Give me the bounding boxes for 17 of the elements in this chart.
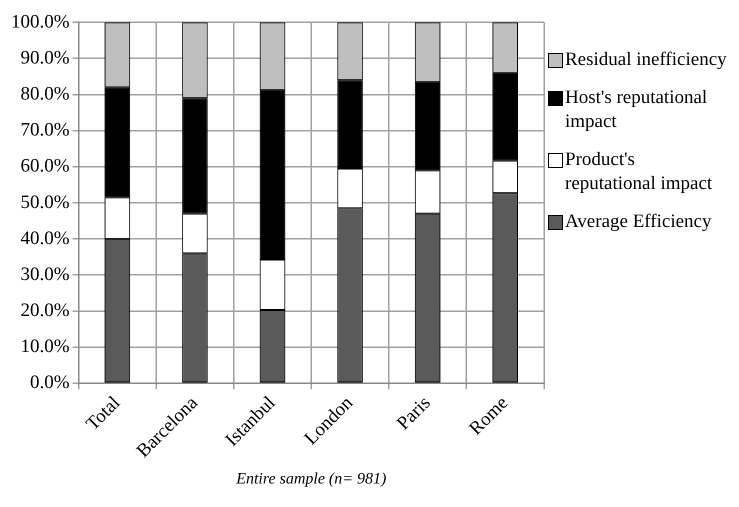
y-tick-label: 10.0%: [20, 336, 70, 358]
y-tick-label: 90.0%: [20, 47, 70, 68]
text: Product's reputational impact: [565, 148, 714, 196]
y-tick-label: 40.0%: [20, 228, 70, 249]
y-tick-label: 50.0%: [20, 192, 70, 213]
y-tick-label: 70.0%: [20, 120, 70, 141]
x-axis-title: Entire sample (n= 981): [235, 470, 386, 488]
y-tick-label: 60.0%: [20, 156, 70, 177]
legend-label: Host's reputational impact: [565, 86, 708, 134]
y-tick-label: 20.0%: [20, 300, 70, 322]
y-tick-label: 0.0%: [30, 372, 70, 394]
x-tick-label: Paris: [392, 392, 435, 434]
y-tick-label: 30.0%: [20, 264, 70, 285]
legend-label: Residual inefficiency: [565, 48, 727, 72]
y-tick-label: 100.0%: [11, 11, 70, 32]
y-tick-label: 80.0%: [20, 84, 70, 105]
legend-label: Average Efficiency: [565, 210, 712, 234]
